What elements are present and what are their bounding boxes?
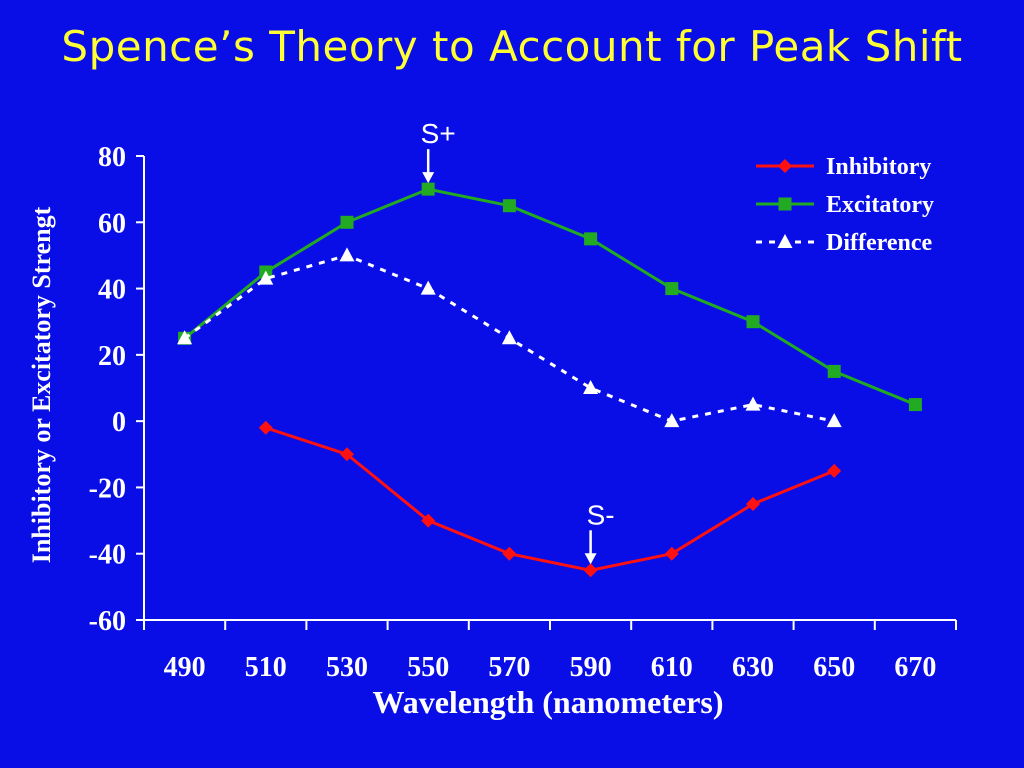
difference-point (826, 413, 842, 428)
x-tick-label: 530 (326, 652, 368, 683)
legend-label: Excitatory (826, 192, 934, 218)
axes: 80 60 40 20 0 -20 -40 -60 490 510 530 550 570 590 610 6… (89, 142, 957, 683)
difference-point (339, 247, 355, 262)
difference-point (420, 280, 436, 295)
legend: Inhibitory Excitatory Difference (756, 154, 934, 256)
excitatory-point (665, 282, 679, 296)
inhibitory-line (265, 426, 835, 572)
legend-item-inhibitory: Inhibitory (756, 154, 931, 180)
inhibitory-point (746, 497, 760, 511)
x-tick-label: 630 (732, 652, 774, 683)
inhibitory-point (827, 463, 842, 478)
x-tick-label: 610 (651, 652, 693, 683)
difference-point (745, 396, 761, 411)
x-tick-label: 550 (407, 652, 449, 683)
difference-point (501, 330, 517, 345)
slide-title: Spence’s Theory to Account for Peak Shif… (61, 22, 963, 71)
y-tick-label: -20 (89, 473, 126, 504)
y-tick-label: 0 (112, 407, 126, 438)
difference-point (258, 270, 274, 285)
x-tick-label: 510 (245, 652, 287, 683)
excitatory-line (183, 187, 916, 406)
y-tick-label: -40 (89, 540, 126, 571)
s-minus-arrow-head (584, 553, 597, 565)
y-tick-label: 60 (98, 208, 126, 239)
difference-point (177, 330, 193, 345)
s-plus-arrow-head (422, 172, 435, 184)
inhibitory-point (421, 513, 436, 528)
excitatory-point (502, 199, 516, 213)
y-tick-label: -60 (89, 606, 126, 637)
s-minus-label: S- (587, 499, 615, 530)
legend-item-excitatory: Excitatory (756, 192, 934, 218)
x-tick-label: 570 (488, 652, 530, 683)
series-layer (177, 182, 922, 578)
inhibitory-point (340, 447, 354, 462)
x-tick-label: 490 (164, 652, 206, 683)
excitatory-point (746, 315, 760, 329)
x-tick-label: 590 (570, 652, 612, 683)
inhibitory-point (502, 546, 517, 561)
s-plus-label: S+ (421, 118, 456, 149)
difference-point (664, 413, 680, 428)
difference-point (583, 380, 599, 394)
legend-marker (778, 197, 792, 211)
series-difference (177, 247, 842, 428)
inhibitory-point (583, 563, 598, 578)
s-minus: S- (584, 499, 615, 565)
y-tick-label: 20 (98, 341, 126, 372)
legend-item-difference: Difference (756, 230, 933, 256)
inhibitory-point (258, 420, 273, 435)
annotations: S+ S- (421, 118, 615, 565)
y-tick-label: 80 (98, 142, 126, 173)
series-excitatory (178, 182, 922, 412)
s-plus: S+ (421, 118, 456, 184)
legend-marker (777, 234, 793, 248)
x-tick-label: 670 (894, 652, 936, 683)
legend-label: Difference (826, 230, 933, 256)
excitatory-point (584, 232, 598, 246)
excitatory-point (908, 398, 922, 412)
series-inhibitory (258, 420, 842, 578)
legend-marker (778, 159, 792, 173)
excitatory-point (827, 364, 841, 378)
x-tick-label: 650 (813, 652, 855, 683)
y-axis-title: Inhibitory or Excitatory Strengt (27, 206, 56, 563)
legend-label: Inhibitory (826, 154, 931, 180)
x-axis-title: Wavelength (nanometers) (372, 684, 723, 720)
excitatory-point (421, 182, 435, 196)
excitatory-point (340, 215, 354, 229)
y-tick-label: 40 (98, 275, 126, 306)
inhibitory-point (664, 546, 679, 561)
